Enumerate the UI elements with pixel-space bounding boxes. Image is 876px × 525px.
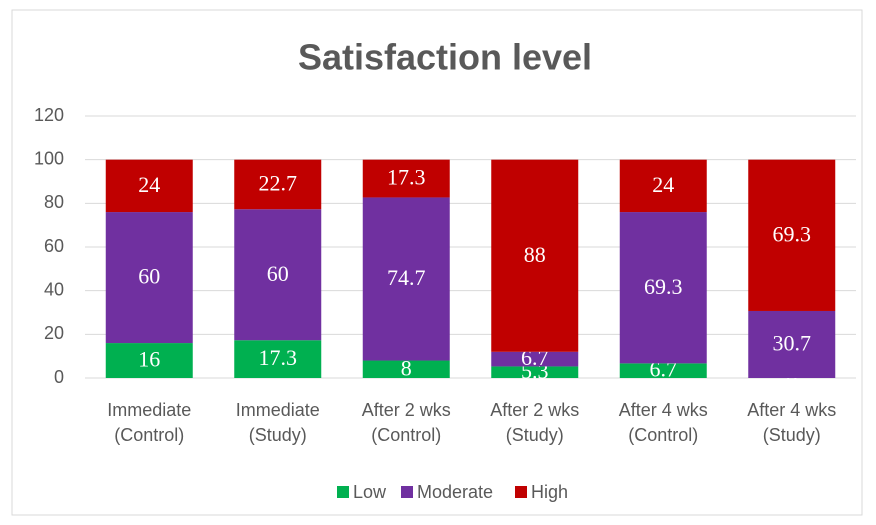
value-label: 69.3 bbox=[644, 274, 683, 299]
legend-swatch bbox=[337, 486, 349, 498]
bar-segment bbox=[234, 159, 322, 210]
legend-label: Low bbox=[353, 482, 387, 502]
bar-segment bbox=[619, 212, 707, 364]
value-label: 17.3 bbox=[259, 345, 298, 370]
value-label: 88 bbox=[524, 242, 546, 267]
x-tick-label: After 4 wks (Control) bbox=[618, 400, 708, 445]
bar-segment bbox=[619, 363, 707, 378]
bar-segment bbox=[234, 340, 322, 378]
chart-title: Satisfaction level bbox=[298, 37, 592, 78]
x-tick-label: After 4 wks (Study) bbox=[747, 400, 837, 445]
legend-swatch bbox=[401, 486, 413, 498]
bar-segment bbox=[362, 159, 450, 198]
value-label: 17.3 bbox=[387, 165, 426, 190]
y-tick-label: 120 bbox=[34, 105, 64, 125]
y-tick-label: 60 bbox=[44, 236, 64, 256]
value-label: 22.7 bbox=[259, 170, 298, 195]
bar-segment bbox=[491, 366, 579, 378]
legend-label: High bbox=[531, 482, 568, 502]
value-label: 69.3 bbox=[773, 221, 812, 246]
y-tick-label: 20 bbox=[44, 323, 64, 343]
bar-segment bbox=[619, 159, 707, 213]
value-label: 60 bbox=[267, 261, 289, 286]
bar-segment bbox=[491, 159, 579, 352]
value-label: 74.7 bbox=[387, 265, 426, 290]
legend-label: Moderate bbox=[417, 482, 493, 502]
legend-swatch bbox=[515, 486, 527, 498]
x-tick-label: After 2 wks (Control) bbox=[361, 400, 451, 445]
y-tick-label: 100 bbox=[34, 148, 64, 168]
bar-segment bbox=[748, 159, 836, 311]
y-tick-label: 0 bbox=[54, 367, 64, 387]
value-label: 8 bbox=[401, 355, 412, 380]
value-label: 30.7 bbox=[773, 331, 812, 356]
value-label: 24 bbox=[138, 172, 160, 197]
value-label: 16 bbox=[138, 347, 160, 372]
bar-segment bbox=[105, 343, 193, 378]
value-label: 24 bbox=[652, 172, 674, 197]
bar-segment bbox=[105, 159, 193, 213]
bar-segment bbox=[105, 212, 193, 344]
bar-segment bbox=[748, 310, 836, 378]
bar-segment bbox=[362, 197, 450, 361]
bar-segment bbox=[491, 351, 579, 367]
value-label: 60 bbox=[138, 264, 160, 289]
bar-segment bbox=[234, 209, 322, 341]
bar-segment bbox=[362, 360, 450, 378]
x-tick-label: After 2 wks (Study) bbox=[490, 400, 580, 445]
y-tick-label: 40 bbox=[44, 279, 64, 299]
x-tick-label: Immediate (Control) bbox=[107, 400, 192, 445]
y-tick-label: 80 bbox=[44, 192, 64, 212]
x-tick-label: Immediate (Study) bbox=[235, 400, 320, 445]
